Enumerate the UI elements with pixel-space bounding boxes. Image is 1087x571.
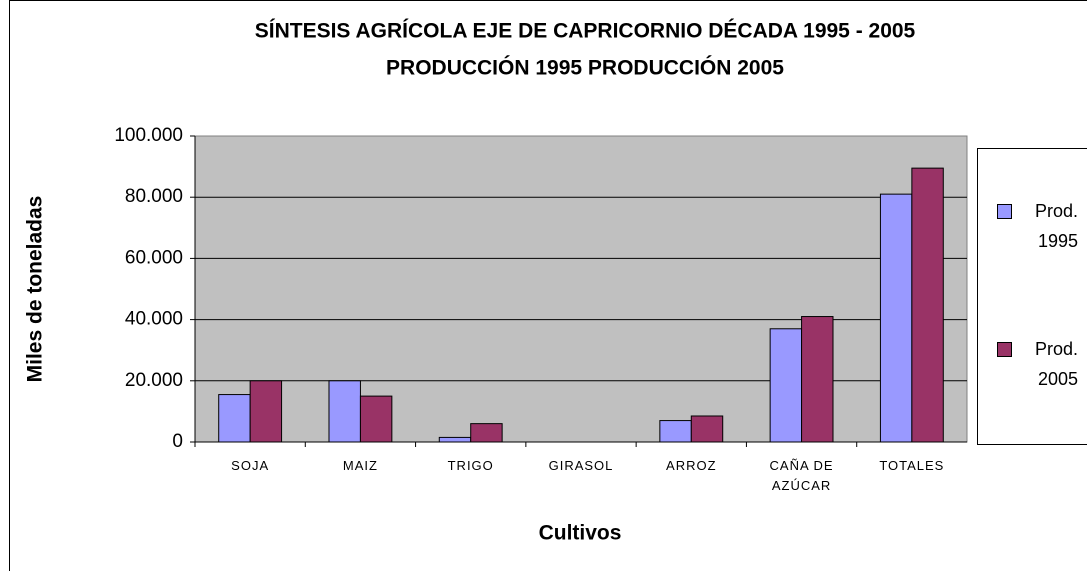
x-axis-title: Cultivos	[539, 522, 622, 545]
bar	[801, 316, 834, 443]
y-tick-label: 20.000	[125, 370, 183, 391]
bar	[659, 420, 692, 443]
y-tick-label: 60.000	[125, 247, 183, 268]
x-tick-label: SOJA	[231, 458, 270, 473]
y-tick-label: 80.000	[125, 186, 183, 207]
chart-subtitle: PRODUCCIÓN 1995 PRODUCCIÓN 2005	[386, 56, 784, 80]
bar	[438, 436, 472, 443]
x-tick-label: ARROZ	[666, 458, 717, 473]
legend-label: Prod. 1995	[1034, 201, 1078, 251]
y-axis-title: Miles de toneladas	[24, 196, 47, 383]
legend-label: Prod. 2005	[1034, 339, 1078, 389]
bar	[249, 380, 283, 443]
bar	[769, 328, 803, 443]
x-tick-label: CAÑA DE AZÚCAR	[769, 458, 834, 493]
chart-title: SÍNTESIS AGRÍCOLA EJE DE CAPRICORNIO DÉC…	[255, 20, 916, 43]
x-tick-label: GIRASOL	[548, 458, 614, 473]
plot-area	[194, 135, 968, 443]
legend-box	[977, 148, 1087, 445]
y-tick-label: 100.000	[114, 125, 183, 146]
bar	[359, 395, 393, 443]
y-tick-label: 40.000	[125, 309, 183, 330]
y-tick-label: 0	[172, 431, 183, 452]
bar	[470, 423, 503, 443]
bar	[328, 380, 361, 443]
x-tick-label: TRIGO	[447, 458, 494, 473]
bar	[879, 193, 913, 443]
bar	[911, 167, 944, 443]
bar	[218, 394, 251, 443]
legend-swatch	[997, 204, 1012, 219]
bar	[690, 415, 724, 443]
legend-swatch	[997, 342, 1012, 357]
x-tick-label: TOTALES	[879, 458, 945, 473]
x-tick-label: MAIZ	[342, 458, 378, 473]
